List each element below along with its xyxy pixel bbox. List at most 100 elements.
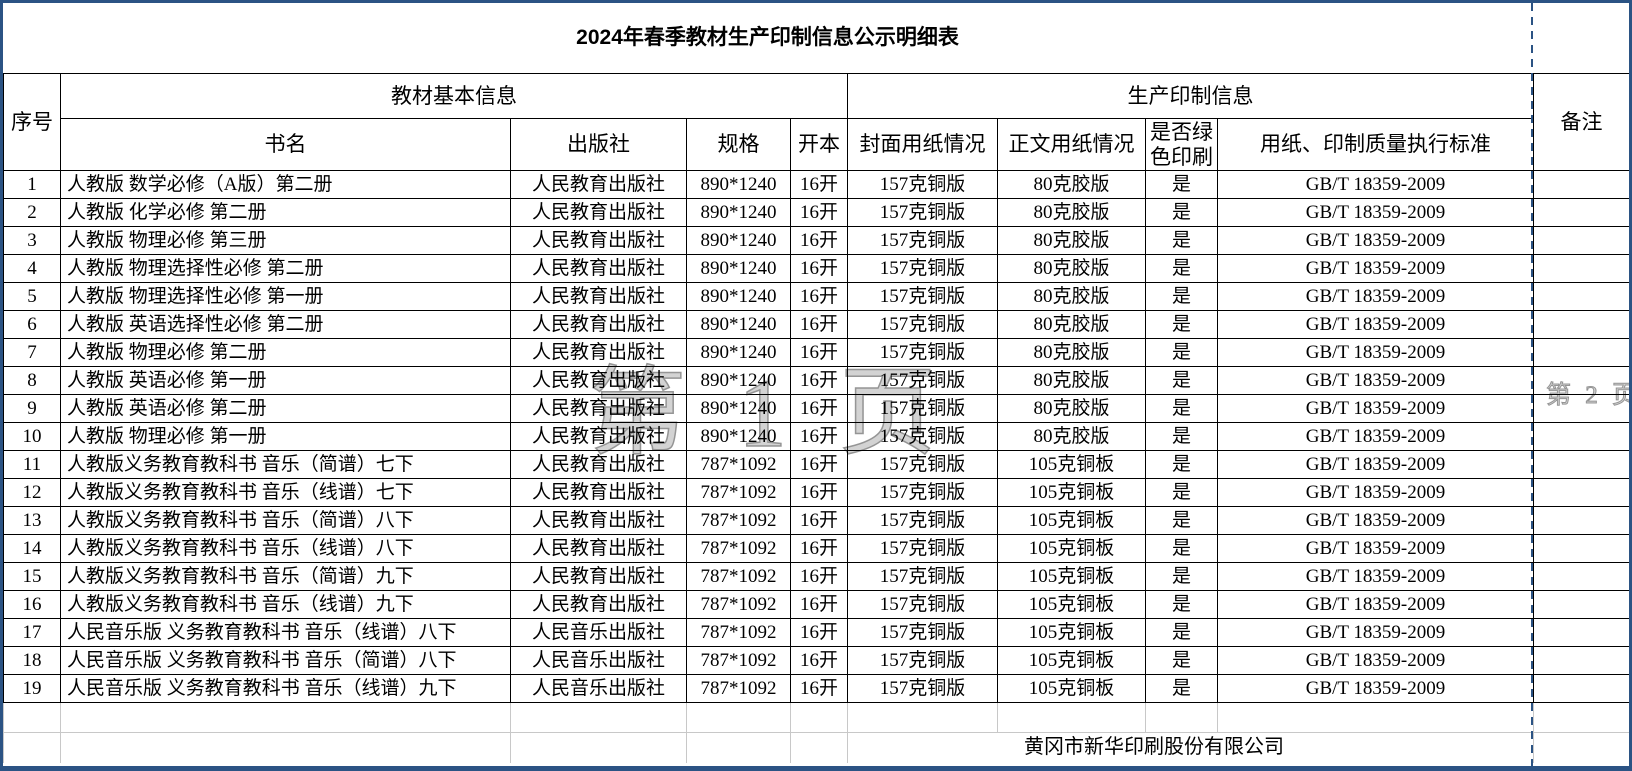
cell-spec: 890*1240 xyxy=(686,226,791,255)
cell-cover-paper: 157克铜版 xyxy=(847,254,998,283)
cell-cover-paper: 157克铜版 xyxy=(847,226,998,255)
cell-book-title: 人教版 物理选择性必修 第二册 xyxy=(60,254,511,283)
cell-body-paper: 80克胶版 xyxy=(997,310,1146,339)
cell-body-paper: 105克铜板 xyxy=(997,562,1146,591)
table-row: 13 人教版义务教育教科书 音乐（简谱）八下 人民教育出版社 787*1092 … xyxy=(3,506,1629,535)
cell-body-paper: 105克铜板 xyxy=(997,618,1146,647)
cell-spec: 890*1240 xyxy=(686,338,791,367)
cell-body-paper: 105克铜板 xyxy=(997,450,1146,479)
cell-seq: 14 xyxy=(3,534,61,563)
cell-format: 16开 xyxy=(790,282,848,311)
cell-remark xyxy=(1532,226,1629,255)
cell-seq: 2 xyxy=(3,198,61,227)
cell-cover-paper: 157克铜版 xyxy=(847,562,998,591)
cell-standard: GB/T 18359-2009 xyxy=(1217,674,1534,703)
footer-row: 黄冈市新华印刷股份有限公司 xyxy=(3,732,1629,763)
cell-spec: 787*1092 xyxy=(686,646,791,675)
cell-green-print: 是 xyxy=(1145,646,1218,675)
header-serial: 序号 xyxy=(3,73,61,171)
cell-green-print: 是 xyxy=(1145,198,1218,227)
cell-spec: 890*1240 xyxy=(686,310,791,339)
cell-spec: 890*1240 xyxy=(686,366,791,395)
cell-cover-paper: 157克铜版 xyxy=(847,310,998,339)
table-row: 18 人民音乐版 义务教育教科书 音乐（简谱）八下 人民音乐出版社 787*10… xyxy=(3,646,1629,675)
cell-green-print: 是 xyxy=(1145,562,1218,591)
header-spec: 规格 xyxy=(686,118,791,171)
cell-remark xyxy=(1532,450,1629,479)
column-header-row: 书名 出版社 规格 开本 封面用纸情况 正文用纸情况 是否绿色印刷 用纸、印制质… xyxy=(4,118,1630,171)
header-basic-info-group: 教材基本信息 xyxy=(60,73,848,119)
cell-publisher: 人民教育出版社 xyxy=(510,394,687,423)
cell-standard: GB/T 18359-2009 xyxy=(1217,450,1534,479)
cell-book-title: 人教版 物理必修 第二册 xyxy=(60,338,511,367)
cell-cover-paper: 157克铜版 xyxy=(847,506,998,535)
cell-standard: GB/T 18359-2009 xyxy=(1217,282,1534,311)
cell-book-title: 人教版义务教育教科书 音乐（线谱）七下 xyxy=(60,478,511,507)
cell-cover-paper: 157克铜版 xyxy=(847,366,998,395)
cell-cover-paper: 157克铜版 xyxy=(847,674,998,703)
cell-book-title: 人教版义务教育教科书 音乐（线谱）八下 xyxy=(60,534,511,563)
cell-book-title: 人教版 英语必修 第二册 xyxy=(60,394,511,423)
cell-spec: 890*1240 xyxy=(686,170,791,199)
cell-body-paper: 80克胶版 xyxy=(997,394,1146,423)
cell-format: 16开 xyxy=(790,534,848,563)
cell-remark xyxy=(1532,478,1629,507)
cell-cover-paper: 157克铜版 xyxy=(847,534,998,563)
cell-remark xyxy=(1532,534,1629,563)
cell-format: 16开 xyxy=(790,562,848,591)
cell-book-title: 人教版 数学必修（A版）第二册 xyxy=(60,170,511,199)
cell-spec: 787*1092 xyxy=(686,674,791,703)
cell-seq: 16 xyxy=(3,590,61,619)
header-print-info-group: 生产印制信息 xyxy=(847,73,1534,119)
cell-format: 16开 xyxy=(790,366,848,395)
cell-spec: 787*1092 xyxy=(686,478,791,507)
cell-seq: 9 xyxy=(3,394,61,423)
cell-seq: 5 xyxy=(3,282,61,311)
header-cover-paper: 封面用纸情况 xyxy=(847,118,998,171)
cell-body-paper: 105克铜板 xyxy=(997,534,1146,563)
cell-format: 16开 xyxy=(790,170,848,199)
cell-seq: 17 xyxy=(3,618,61,647)
table-row: 11 人教版义务教育教科书 音乐（简谱）七下 人民教育出版社 787*1092 … xyxy=(3,450,1629,479)
empty-row xyxy=(3,702,1629,733)
header-format: 开本 xyxy=(790,118,848,171)
cell-publisher: 人民教育出版社 xyxy=(510,366,687,395)
cell-seq: 7 xyxy=(3,338,61,367)
cell-body-paper: 80克胶版 xyxy=(997,282,1146,311)
cell-remark xyxy=(1532,590,1629,619)
cell-seq: 4 xyxy=(3,254,61,283)
cell-green-print: 是 xyxy=(1145,618,1218,647)
cell-book-title: 人教版义务教育教科书 音乐（简谱）九下 xyxy=(60,562,511,591)
textbook-print-info-table: 2024年春季教材生产印制信息公示明细表 序号 教材基本信息 生产印制信息 备注… xyxy=(3,3,1630,763)
cell-book-title: 人教版义务教育教科书 音乐（简谱）七下 xyxy=(60,450,511,479)
cell-spec: 787*1092 xyxy=(686,590,791,619)
cell-spec: 787*1092 xyxy=(686,618,791,647)
cell-body-paper: 80克胶版 xyxy=(997,226,1146,255)
cell-publisher: 人民音乐出版社 xyxy=(510,674,687,703)
cell-remark xyxy=(1532,198,1629,227)
cell-standard: GB/T 18359-2009 xyxy=(1217,366,1534,395)
cell-standard: GB/T 18359-2009 xyxy=(1217,646,1534,675)
cell-publisher: 人民教育出版社 xyxy=(510,506,687,535)
table-row: 6 人教版 英语选择性必修 第二册 人民教育出版社 890*1240 16开 1… xyxy=(3,310,1629,339)
cell-seq: 19 xyxy=(3,674,61,703)
cell-seq: 10 xyxy=(3,422,61,451)
cell-remark xyxy=(1532,310,1629,339)
cell-format: 16开 xyxy=(790,506,848,535)
cell-standard: GB/T 18359-2009 xyxy=(1217,226,1534,255)
cell-green-print: 是 xyxy=(1145,282,1218,311)
cell-cover-paper: 157克铜版 xyxy=(847,646,998,675)
cell-spec: 890*1240 xyxy=(686,282,791,311)
cell-publisher: 人民教育出版社 xyxy=(510,198,687,227)
cell-format: 16开 xyxy=(790,394,848,423)
cell-format: 16开 xyxy=(790,310,848,339)
group-header-row: 序号 教材基本信息 生产印制信息 备注 xyxy=(3,73,1629,171)
cell-format: 16开 xyxy=(790,590,848,619)
table-row: 14 人教版义务教育教科书 音乐（线谱）八下 人民教育出版社 787*1092 … xyxy=(3,534,1629,563)
cell-remark xyxy=(1532,674,1629,703)
cell-seq: 8 xyxy=(3,366,61,395)
table-row: 5 人教版 物理选择性必修 第一册 人民教育出版社 890*1240 16开 1… xyxy=(3,282,1629,311)
cell-publisher: 人民教育出版社 xyxy=(510,534,687,563)
cell-spec: 890*1240 xyxy=(686,394,791,423)
cell-green-print: 是 xyxy=(1145,170,1218,199)
